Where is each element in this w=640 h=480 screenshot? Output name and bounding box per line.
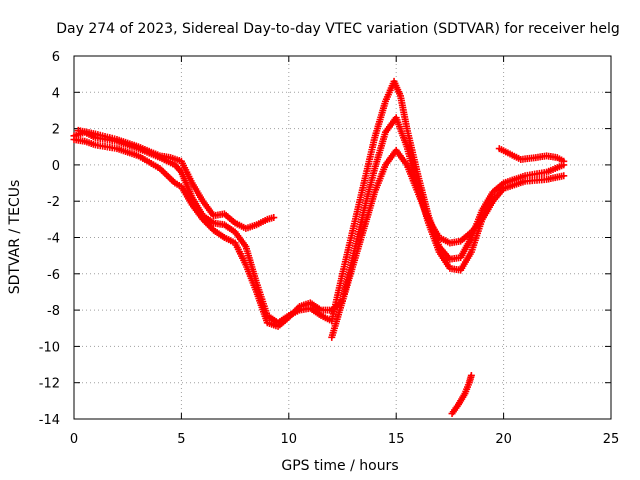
y-tick-label: -2	[47, 195, 60, 210]
y-axis-label: SDTVAR / TECUs	[7, 180, 23, 295]
x-axis-label: GPS time / hours	[281, 458, 398, 474]
series-track-5	[495, 145, 568, 165]
y-tick-label: 0	[52, 159, 60, 174]
data-series	[70, 77, 568, 418]
y-tick-label: 2	[52, 123, 60, 138]
x-tick-label: 20	[495, 432, 512, 447]
y-tick-label: -4	[47, 232, 60, 247]
x-tick-label: 15	[388, 432, 405, 447]
y-tick-label: -8	[47, 304, 60, 319]
data-point	[560, 172, 568, 180]
y-tick-label: 4	[52, 86, 60, 101]
y-tick-label: -10	[39, 340, 60, 355]
series-track-6	[448, 371, 475, 418]
data-point	[270, 214, 278, 222]
series-track-4	[328, 146, 497, 341]
x-tick-label: 10	[281, 432, 298, 447]
y-tick-label: 6	[52, 50, 60, 65]
y-tick-label: -6	[47, 268, 60, 283]
chart-title: Day 274 of 2023, Sidereal Day-to-day VTE…	[56, 21, 619, 37]
x-tick-label: 0	[70, 432, 78, 447]
x-tick-label: 25	[603, 432, 620, 447]
data-point	[560, 157, 568, 165]
y-tick-label: -14	[39, 413, 60, 428]
data-point	[489, 197, 497, 205]
y-tick-label: -12	[39, 377, 60, 392]
data-point	[467, 371, 475, 379]
x-tick-label: 5	[177, 432, 185, 447]
axis-ticks: 0 5 10 15 20 25 -14 -12 -10 -8 -6 -4 -2 0 2 4 6	[39, 50, 620, 447]
series-track-3	[74, 126, 278, 232]
grid	[74, 56, 611, 419]
